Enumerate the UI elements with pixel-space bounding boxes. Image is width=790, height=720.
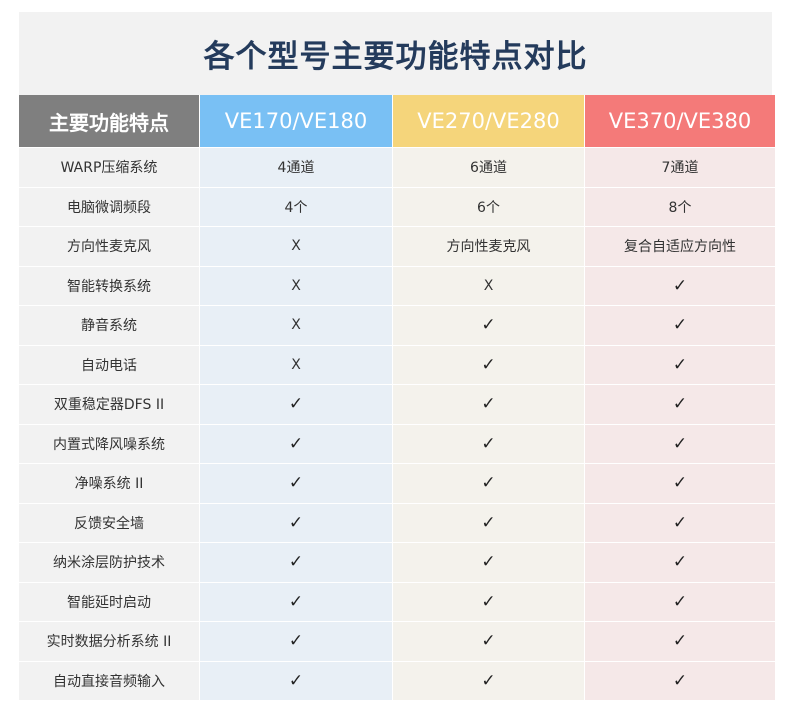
comparison-table: 主要功能特点 VE170/VE180 VE270/VE280 VE370/VE3…	[19, 95, 775, 700]
check-icon: ✓	[585, 345, 775, 384]
table-cell: 4通道	[200, 148, 392, 187]
check-icon: ✓	[200, 582, 392, 621]
header-model-ve170-ve180: VE170/VE180	[200, 95, 392, 147]
check-icon: ✓	[393, 582, 584, 621]
check-icon: ✓	[393, 622, 584, 661]
check-icon: ✓	[585, 385, 775, 424]
check-icon: ✓	[585, 582, 775, 621]
check-icon: ✓	[200, 464, 392, 503]
page-title: 各个型号主要功能特点对比	[19, 12, 772, 95]
check-icon: ✓	[585, 266, 775, 305]
feature-label: 净噪系统 II	[19, 464, 199, 503]
table-cell: 6通道	[393, 148, 584, 187]
feature-label: 静音系统	[19, 306, 199, 345]
cross-mark: X	[200, 266, 392, 305]
check-icon: ✓	[585, 306, 775, 345]
feature-label: 内置式降风噪系统	[19, 424, 199, 463]
comparison-table-container: 各个型号主要功能特点对比 主要功能特点 VE170/VE180 VE270/VE…	[19, 12, 775, 700]
check-icon: ✓	[200, 661, 392, 700]
check-icon: ✓	[393, 661, 584, 700]
feature-label: 电脑微调频段	[19, 187, 199, 226]
table-cell: 4个	[200, 187, 392, 226]
check-icon: ✓	[393, 464, 584, 503]
check-icon: ✓	[393, 543, 584, 582]
table-cell: 方向性麦克风	[393, 227, 584, 266]
feature-label: 实时数据分析系统 II	[19, 622, 199, 661]
feature-label: 双重稳定器DFS II	[19, 385, 199, 424]
check-icon: ✓	[393, 385, 584, 424]
table-cell: 8个	[585, 187, 775, 226]
table-cell: 复合自适应方向性	[585, 227, 775, 266]
feature-label: WARP压缩系统	[19, 148, 199, 187]
feature-label: 方向性麦克风	[19, 227, 199, 266]
check-icon: ✓	[585, 503, 775, 542]
check-icon: ✓	[200, 385, 392, 424]
cross-mark: X	[200, 345, 392, 384]
check-icon: ✓	[200, 424, 392, 463]
check-icon: ✓	[393, 306, 584, 345]
table-cell: 6个	[393, 187, 584, 226]
check-icon: ✓	[585, 622, 775, 661]
feature-label: 自动电话	[19, 345, 199, 384]
feature-label: 纳米涂层防护技术	[19, 543, 199, 582]
check-icon: ✓	[200, 622, 392, 661]
feature-label: 智能延时启动	[19, 582, 199, 621]
feature-label: 反馈安全墙	[19, 503, 199, 542]
check-icon: ✓	[393, 424, 584, 463]
cross-mark: X	[200, 227, 392, 266]
check-icon: ✓	[585, 424, 775, 463]
cross-mark: X	[393, 266, 584, 305]
check-icon: ✓	[200, 543, 392, 582]
check-icon: ✓	[585, 464, 775, 503]
cross-mark: X	[200, 306, 392, 345]
check-icon: ✓	[393, 503, 584, 542]
feature-label: 智能转换系统	[19, 266, 199, 305]
check-icon: ✓	[200, 503, 392, 542]
table-cell: 7通道	[585, 148, 775, 187]
check-icon: ✓	[393, 345, 584, 384]
check-icon: ✓	[585, 543, 775, 582]
header-feature: 主要功能特点	[19, 95, 199, 147]
header-model-ve370-ve380: VE370/VE380	[585, 95, 775, 147]
header-model-ve270-ve280: VE270/VE280	[393, 95, 584, 147]
feature-label: 自动直接音频输入	[19, 661, 199, 700]
check-icon: ✓	[585, 661, 775, 700]
